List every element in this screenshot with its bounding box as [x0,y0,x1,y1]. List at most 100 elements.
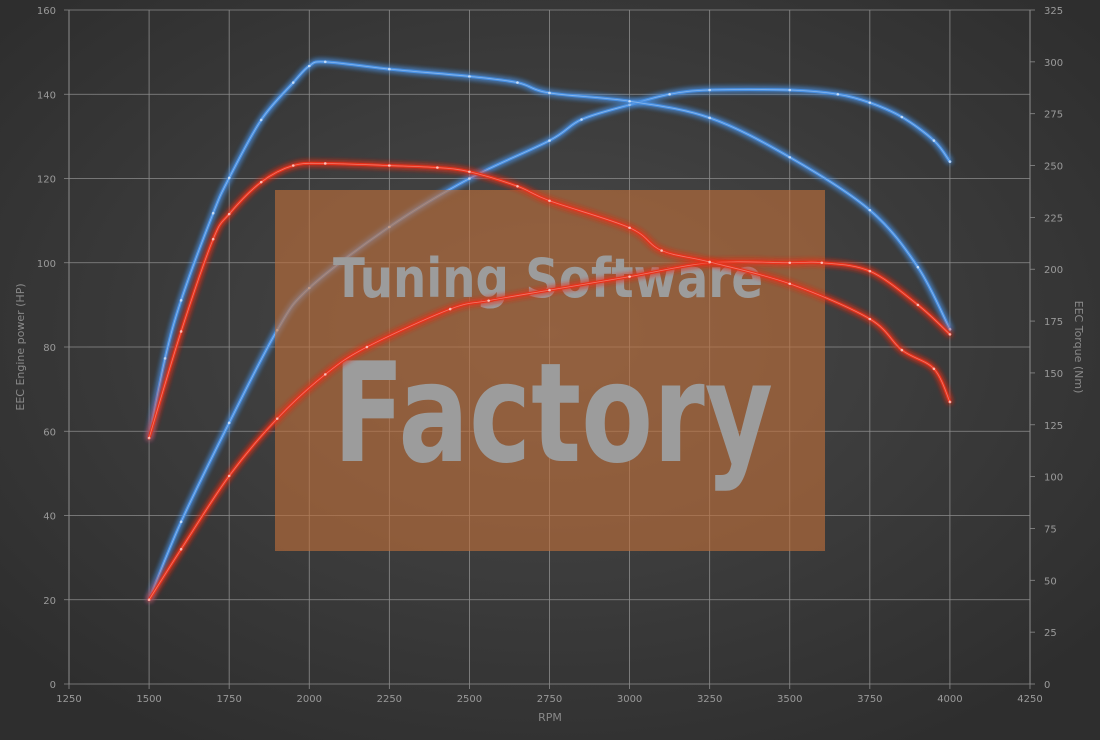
left-tick-label: 100 [37,259,56,270]
data-point [323,60,327,64]
watermark-box [275,190,825,551]
left-tick-label: 60 [43,427,56,438]
x-tick-label: 1500 [136,694,161,705]
stock-torque-line [147,161,952,440]
data-point [628,99,631,103]
x-tick-label: 1250 [56,694,81,705]
data-point [788,282,792,286]
x-tick-label: 1750 [216,694,241,705]
data-point [932,367,936,371]
data-point [900,348,904,352]
data-point [868,208,872,212]
data-point [628,275,631,278]
right-tick-label: 125 [1044,421,1063,432]
data-point [660,249,663,252]
data-point [147,598,151,602]
x-tick-label: 3000 [617,694,642,705]
left-tick-label: 20 [43,596,56,607]
data-point [836,92,840,96]
watermark-line2: Factory [333,333,773,494]
right-tick-label: 0 [1044,680,1050,691]
data-point [147,436,151,440]
data-point [323,373,327,376]
right-tick-label: 200 [1044,265,1063,276]
right-tick-label: 175 [1044,317,1063,328]
left-tick-label: 40 [43,512,56,523]
data-point [788,261,792,265]
data-point [448,307,452,311]
tuned-torque-line-highlight [148,61,951,439]
x-tick-label: 2750 [537,694,562,705]
data-point [323,162,327,165]
data-point [227,176,231,180]
data-point [259,180,263,184]
data-point [227,421,231,425]
data-point [516,184,519,188]
data-point [291,81,295,84]
x-tick-label: 2000 [297,694,322,705]
stock-torque-line-highlight [148,162,951,439]
right-axis-title: EEC Torque (Nm) [1072,301,1085,394]
data-point [820,261,824,265]
data-point [916,303,920,307]
data-point [580,118,583,121]
x-tick-label: 3500 [777,694,802,705]
data-point [365,345,369,349]
x-tick-label: 4250 [1017,694,1042,705]
data-point [468,170,471,174]
data-point [548,288,551,292]
data-point [868,269,872,273]
data-point [948,328,952,331]
data-point [708,116,711,120]
x-tick-label: 4000 [937,694,962,705]
data-point [179,547,183,551]
stock-power-line-highlight [148,261,951,600]
data-point [932,139,936,142]
data-point [275,417,279,420]
x-tick-label: 2500 [457,694,482,705]
data-point [916,265,920,269]
right-tick-label: 75 [1044,524,1057,535]
right-tick-label: 275 [1044,110,1063,121]
data-point [788,88,792,92]
right-tick-label: 100 [1044,473,1063,484]
left-tick-label: 140 [37,90,56,101]
x-tick-label: 3250 [697,694,722,705]
data-point [179,520,183,524]
data-point [868,101,872,104]
left-tick-label: 160 [37,6,56,17]
data-point [708,260,711,264]
right-tick-label: 50 [1044,576,1057,587]
x-tick-label: 3750 [857,694,882,705]
right-tick-label: 325 [1044,6,1063,17]
right-tick-label: 225 [1044,213,1063,224]
data-point [788,155,792,159]
watermark-line1: Tuning Software [333,247,763,310]
data-point [628,103,631,107]
data-point [516,81,519,84]
data-point [868,317,872,321]
data-point [388,164,391,167]
left-tick-label: 0 [50,680,56,691]
data-point [548,91,551,95]
stock-power-line [147,260,952,602]
data-point [948,160,952,163]
data-point [307,64,311,68]
data-point [948,400,952,404]
data-point [179,330,183,333]
data-point [628,226,631,230]
tuned-torque-line [147,60,952,440]
watermark-logo: Tuning Software Factory [275,190,825,551]
right-tick-label: 250 [1044,162,1063,173]
data-point [708,88,711,92]
data-point [227,474,231,478]
data-point [468,177,471,180]
data-point [227,212,231,216]
stock-series [147,161,952,602]
data-point [388,67,391,71]
data-point [900,115,904,119]
data-point [436,166,439,169]
left-tick-label: 120 [37,175,56,186]
right-tick-label: 25 [1044,628,1057,639]
data-point [548,139,551,142]
